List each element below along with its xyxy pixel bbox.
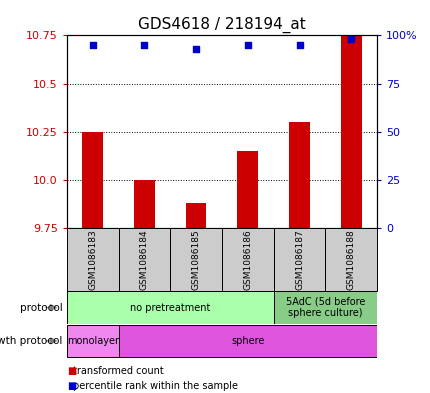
Point [244,42,251,48]
Text: transformed count: transformed count [73,366,164,376]
Bar [340,35,361,228]
Text: monolayer: monolayer [67,336,118,346]
Point [89,42,96,48]
Bar [67,292,273,323]
Bar [237,151,258,228]
Text: protocol: protocol [20,303,62,312]
Text: ■: ■ [67,381,76,391]
Text: GSM1086186: GSM1086186 [243,229,252,290]
Text: ■: ■ [67,366,76,376]
Point [295,42,302,48]
Bar [289,122,309,228]
Bar [221,228,273,291]
Point [141,42,147,48]
Bar [67,325,118,357]
Text: GSM1086185: GSM1086185 [191,229,200,290]
Text: growth protocol: growth protocol [0,336,62,346]
Bar [118,325,376,357]
Bar [170,228,221,291]
Text: no pretreatment: no pretreatment [130,303,210,312]
Text: percentile rank within the sample: percentile rank within the sample [73,381,238,391]
Text: GSM1086184: GSM1086184 [140,229,148,290]
Text: GSM1086187: GSM1086187 [295,229,303,290]
Title: GDS4618 / 218194_at: GDS4618 / 218194_at [138,17,305,33]
Point [192,46,199,52]
Point [347,36,354,42]
Bar [273,228,325,291]
Bar [273,292,376,323]
Bar [185,203,206,228]
Text: GSM1086188: GSM1086188 [346,229,355,290]
Bar [67,228,118,291]
Bar [82,132,103,228]
Bar [134,180,154,228]
Bar [325,228,376,291]
Bar [118,228,170,291]
Text: GSM1086183: GSM1086183 [88,229,97,290]
Text: 5AdC (5d before
sphere culture): 5AdC (5d before sphere culture) [285,297,364,318]
Text: sphere: sphere [230,336,264,346]
